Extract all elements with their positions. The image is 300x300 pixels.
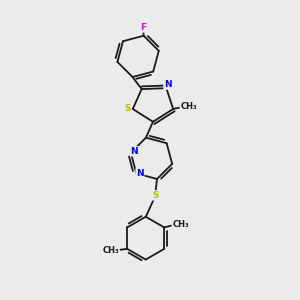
Text: CH₃: CH₃ <box>172 220 189 229</box>
Text: CH₃: CH₃ <box>103 246 119 255</box>
Text: S: S <box>124 104 131 113</box>
Text: F: F <box>140 23 146 32</box>
Text: N: N <box>130 147 138 156</box>
Text: S: S <box>152 191 159 200</box>
Text: N: N <box>136 169 144 178</box>
Text: N: N <box>164 80 172 89</box>
Text: CH₃: CH₃ <box>180 102 197 111</box>
